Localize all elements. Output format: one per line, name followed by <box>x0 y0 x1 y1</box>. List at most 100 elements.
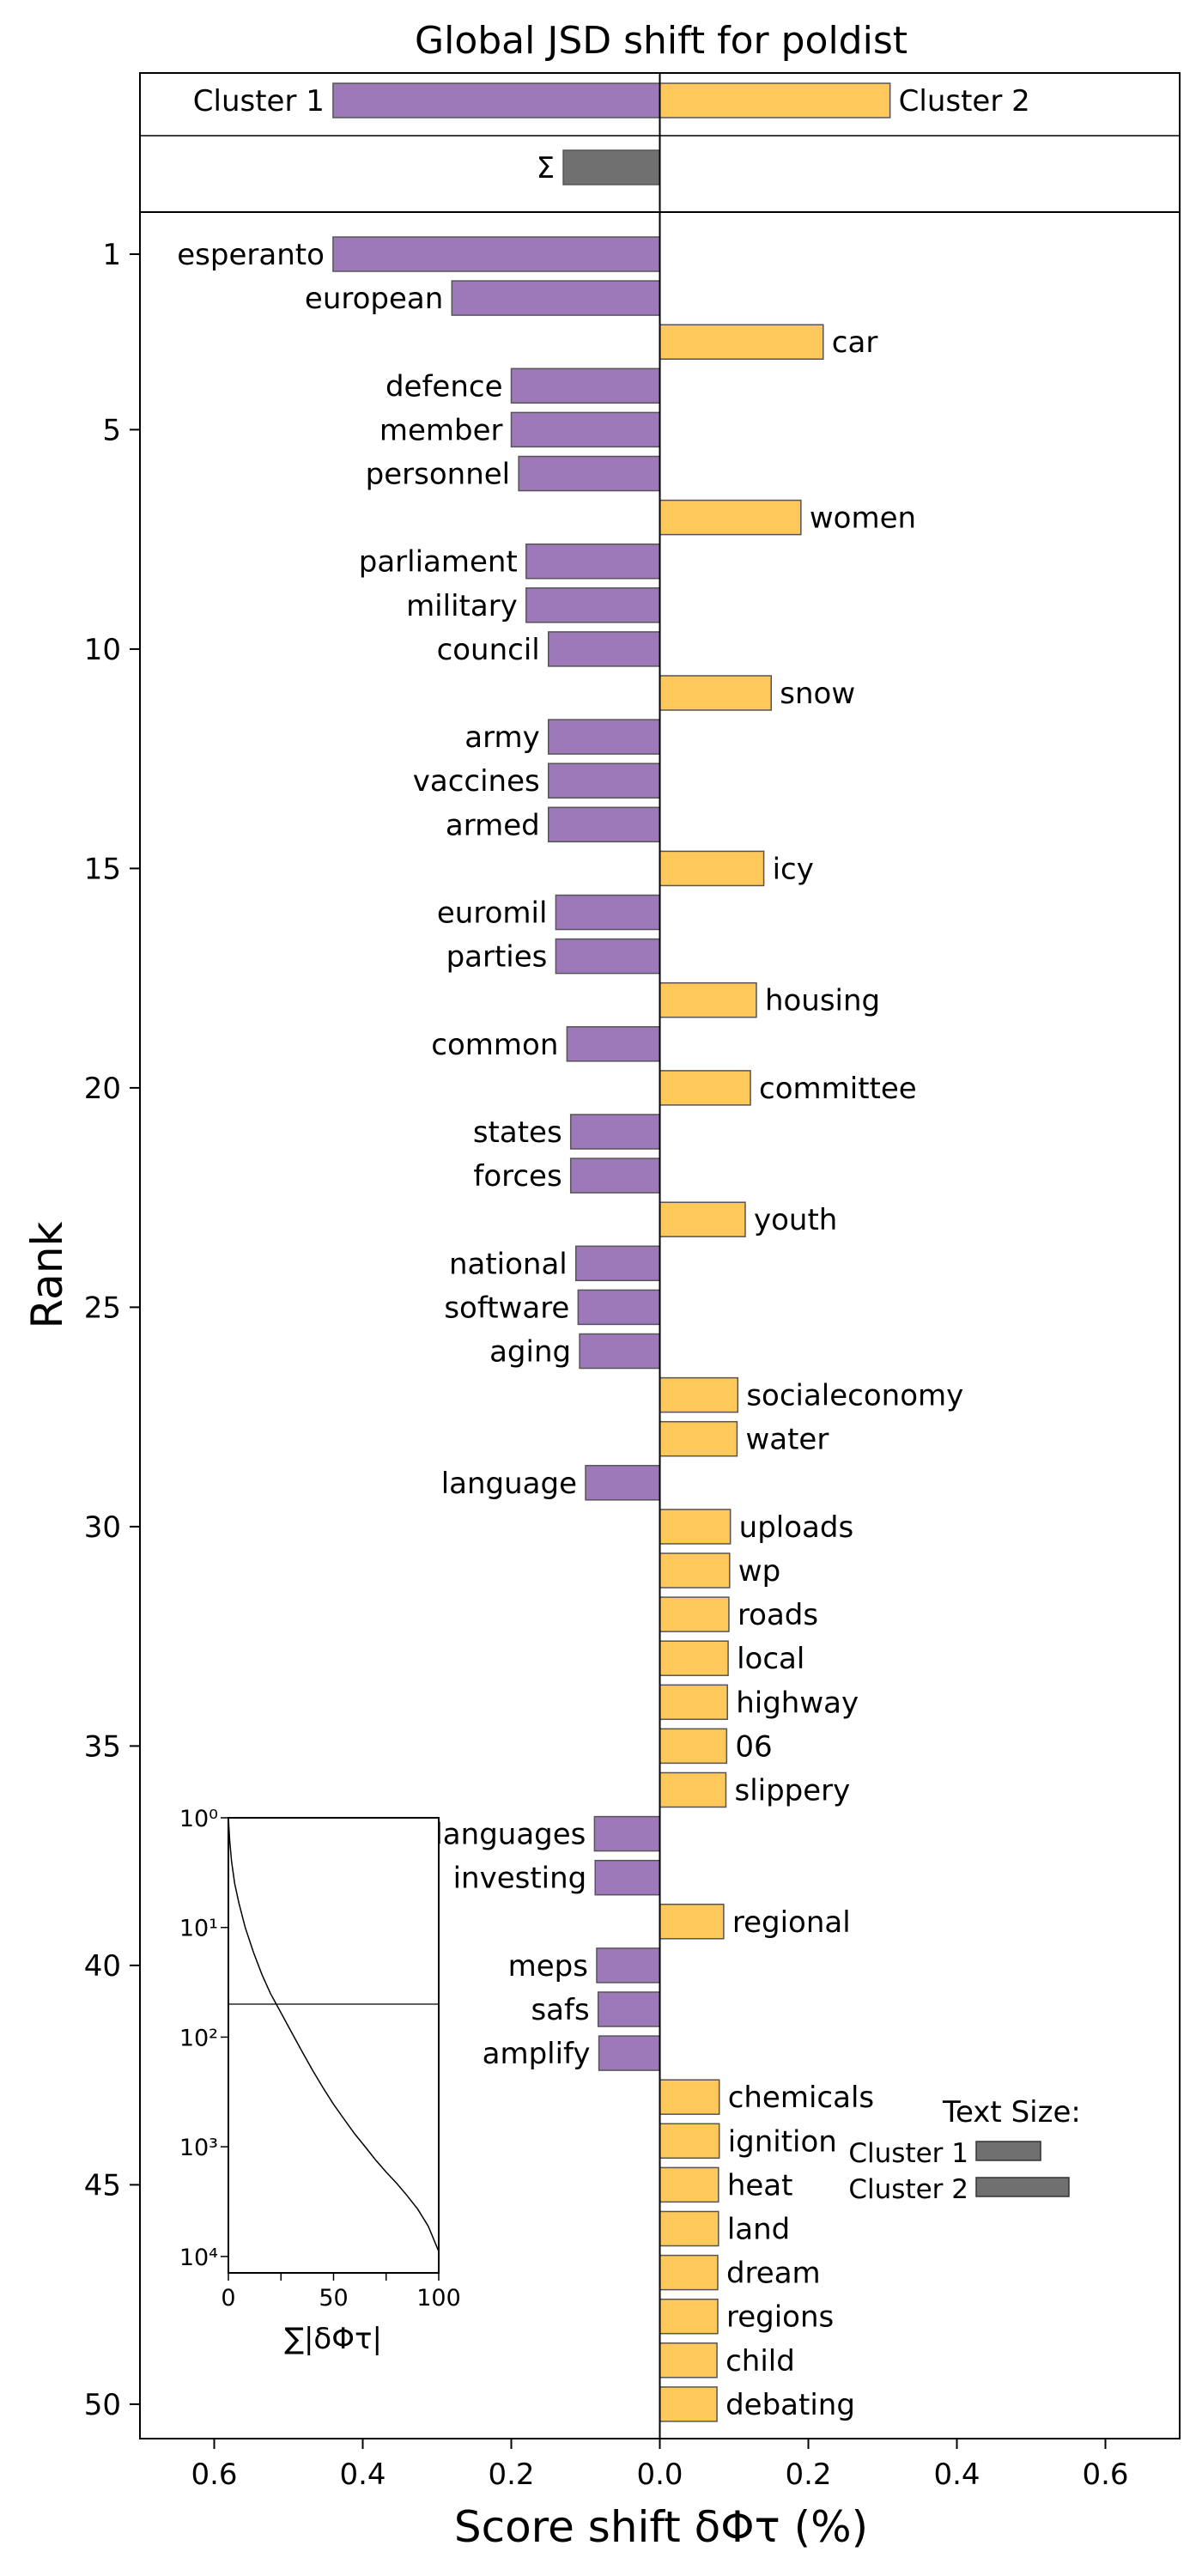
bar-local <box>659 1640 729 1676</box>
bar-label-dream: dream <box>726 2257 821 2291</box>
bar-label-debating: debating <box>725 2388 855 2422</box>
inset-y-tick-label: 10⁴ <box>179 2245 218 2271</box>
bar-icy <box>659 850 765 887</box>
bar-council <box>548 631 661 667</box>
bar-wp <box>659 1552 731 1589</box>
inset-x-tick-label: 50 <box>319 2285 348 2312</box>
cluster2-total-bar <box>659 82 891 118</box>
bar-ignition <box>659 2123 720 2160</box>
bar-roads <box>659 1596 730 1632</box>
bar-label-esperanto: esperanto <box>177 238 325 272</box>
bar-military <box>525 587 661 623</box>
bar-debating <box>659 2386 718 2422</box>
text-size-legend-label-2: Cluster 2 <box>848 2174 968 2205</box>
bar-label-common: common <box>431 1028 558 1062</box>
chart-title: Global JSD shift for poldist <box>415 19 908 63</box>
bar-label-chemicals: chemicals <box>728 2081 874 2115</box>
bar-regional <box>659 1904 725 1940</box>
inset-cumulative-curve <box>228 1817 440 2252</box>
bar-forces <box>569 1157 661 1194</box>
bar-snow <box>659 675 772 711</box>
bar-label-council: council <box>437 633 540 667</box>
bar-euromil <box>555 894 661 931</box>
y-tick-label: 15 <box>84 852 121 886</box>
bar-land <box>659 2210 719 2247</box>
bar-label-regional: regional <box>732 1905 851 1940</box>
bar-label-06: 06 <box>735 1729 772 1764</box>
bar-parliament <box>525 543 661 580</box>
bar-personnel <box>518 455 661 492</box>
bar-socialeconomy <box>659 1376 739 1413</box>
bar-women <box>659 499 802 536</box>
bar-label-slippery: slippery <box>734 1774 850 1808</box>
bar-label-language: language <box>441 1467 577 1501</box>
bar-label-water: water <box>745 1423 829 1457</box>
bar-european <box>451 280 661 316</box>
bar-regions <box>659 2298 719 2335</box>
y-tick-label: 30 <box>84 1510 121 1545</box>
bar-car <box>659 324 824 360</box>
bar-label-housing: housing <box>765 984 880 1018</box>
bar-label-investing: investing <box>453 1862 587 1896</box>
bar-committee <box>659 1070 751 1106</box>
bar-languages <box>593 1815 661 1852</box>
bar-label-european: european <box>305 282 443 316</box>
bar-label-national: national <box>449 1247 568 1281</box>
bar-label-parties: parties <box>446 940 548 975</box>
bar-aging <box>579 1333 661 1370</box>
bar-label-military: military <box>406 589 518 623</box>
inset-y-tick-label: 10² <box>179 2025 218 2051</box>
inset-y-tick-label: 10¹ <box>179 1916 218 1942</box>
bar-label-child: child <box>725 2344 795 2379</box>
bar-06 <box>659 1728 728 1765</box>
bar-label-regions: regions <box>726 2300 834 2335</box>
bar-label-local: local <box>737 1642 804 1676</box>
bar-slippery <box>659 1771 727 1808</box>
y-tick-label: 25 <box>84 1291 121 1325</box>
inset-y-tick-label: 10³ <box>179 2135 218 2161</box>
bar-label-land: land <box>727 2213 790 2247</box>
bar-label-defence: defence <box>385 369 503 404</box>
inset-x-tick-label: 100 <box>416 2285 461 2312</box>
text-size-legend-bar-2 <box>975 2177 1070 2197</box>
bar-heat <box>659 2166 719 2203</box>
inset-x-label: ∑|δΦτ| <box>284 2322 382 2356</box>
y-axis-label: Rank <box>22 1221 72 1328</box>
x-tick-label: 0.2 <box>785 2458 831 2492</box>
x-tick-label: 0.4 <box>339 2458 385 2492</box>
bar-parties <box>555 938 661 975</box>
bar-meps <box>596 1947 661 1984</box>
bar-housing <box>659 981 757 1018</box>
sum-total-label: Σ <box>537 151 555 185</box>
bar-label-personnel: personnel <box>366 458 510 492</box>
bar-label-highway: highway <box>736 1686 859 1720</box>
bar-youth <box>659 1201 746 1237</box>
bar-label-uploads: uploads <box>739 1510 854 1545</box>
bar-label-states: states <box>473 1115 562 1150</box>
bar-label-languages: languages <box>434 1818 586 1852</box>
bar-label-youth: youth <box>754 1203 837 1237</box>
bar-label-icy: icy <box>773 852 814 886</box>
bar-language <box>585 1465 661 1501</box>
bar-label-car: car <box>832 325 878 360</box>
bar-label-parliament: parliament <box>359 545 518 580</box>
x-tick-label: 0.6 <box>191 2458 237 2492</box>
bar-label-meps: meps <box>508 1949 588 1984</box>
sum-total-bar <box>562 149 661 185</box>
bar-vaccines <box>548 762 661 799</box>
bar-software <box>577 1289 661 1326</box>
x-tick-label: 0.6 <box>1082 2458 1128 2492</box>
bar-label-vaccines: vaccines <box>413 764 540 799</box>
bar-amplify <box>598 2035 661 2071</box>
bar-label-forces: forces <box>473 1159 562 1194</box>
bar-label-socialeconomy: socialeconomy <box>746 1379 963 1413</box>
x-tick-label: 0.0 <box>636 2458 683 2492</box>
bar-armed <box>548 806 661 843</box>
bar-uploads <box>659 1509 732 1545</box>
bar-label-women: women <box>810 501 916 536</box>
bar-chemicals <box>659 2079 720 2115</box>
bar-label-aging: aging <box>489 1335 571 1370</box>
totals-layer: Cluster 1 Cluster 2 Σ <box>193 82 1030 185</box>
bar-label-software: software <box>444 1291 569 1325</box>
